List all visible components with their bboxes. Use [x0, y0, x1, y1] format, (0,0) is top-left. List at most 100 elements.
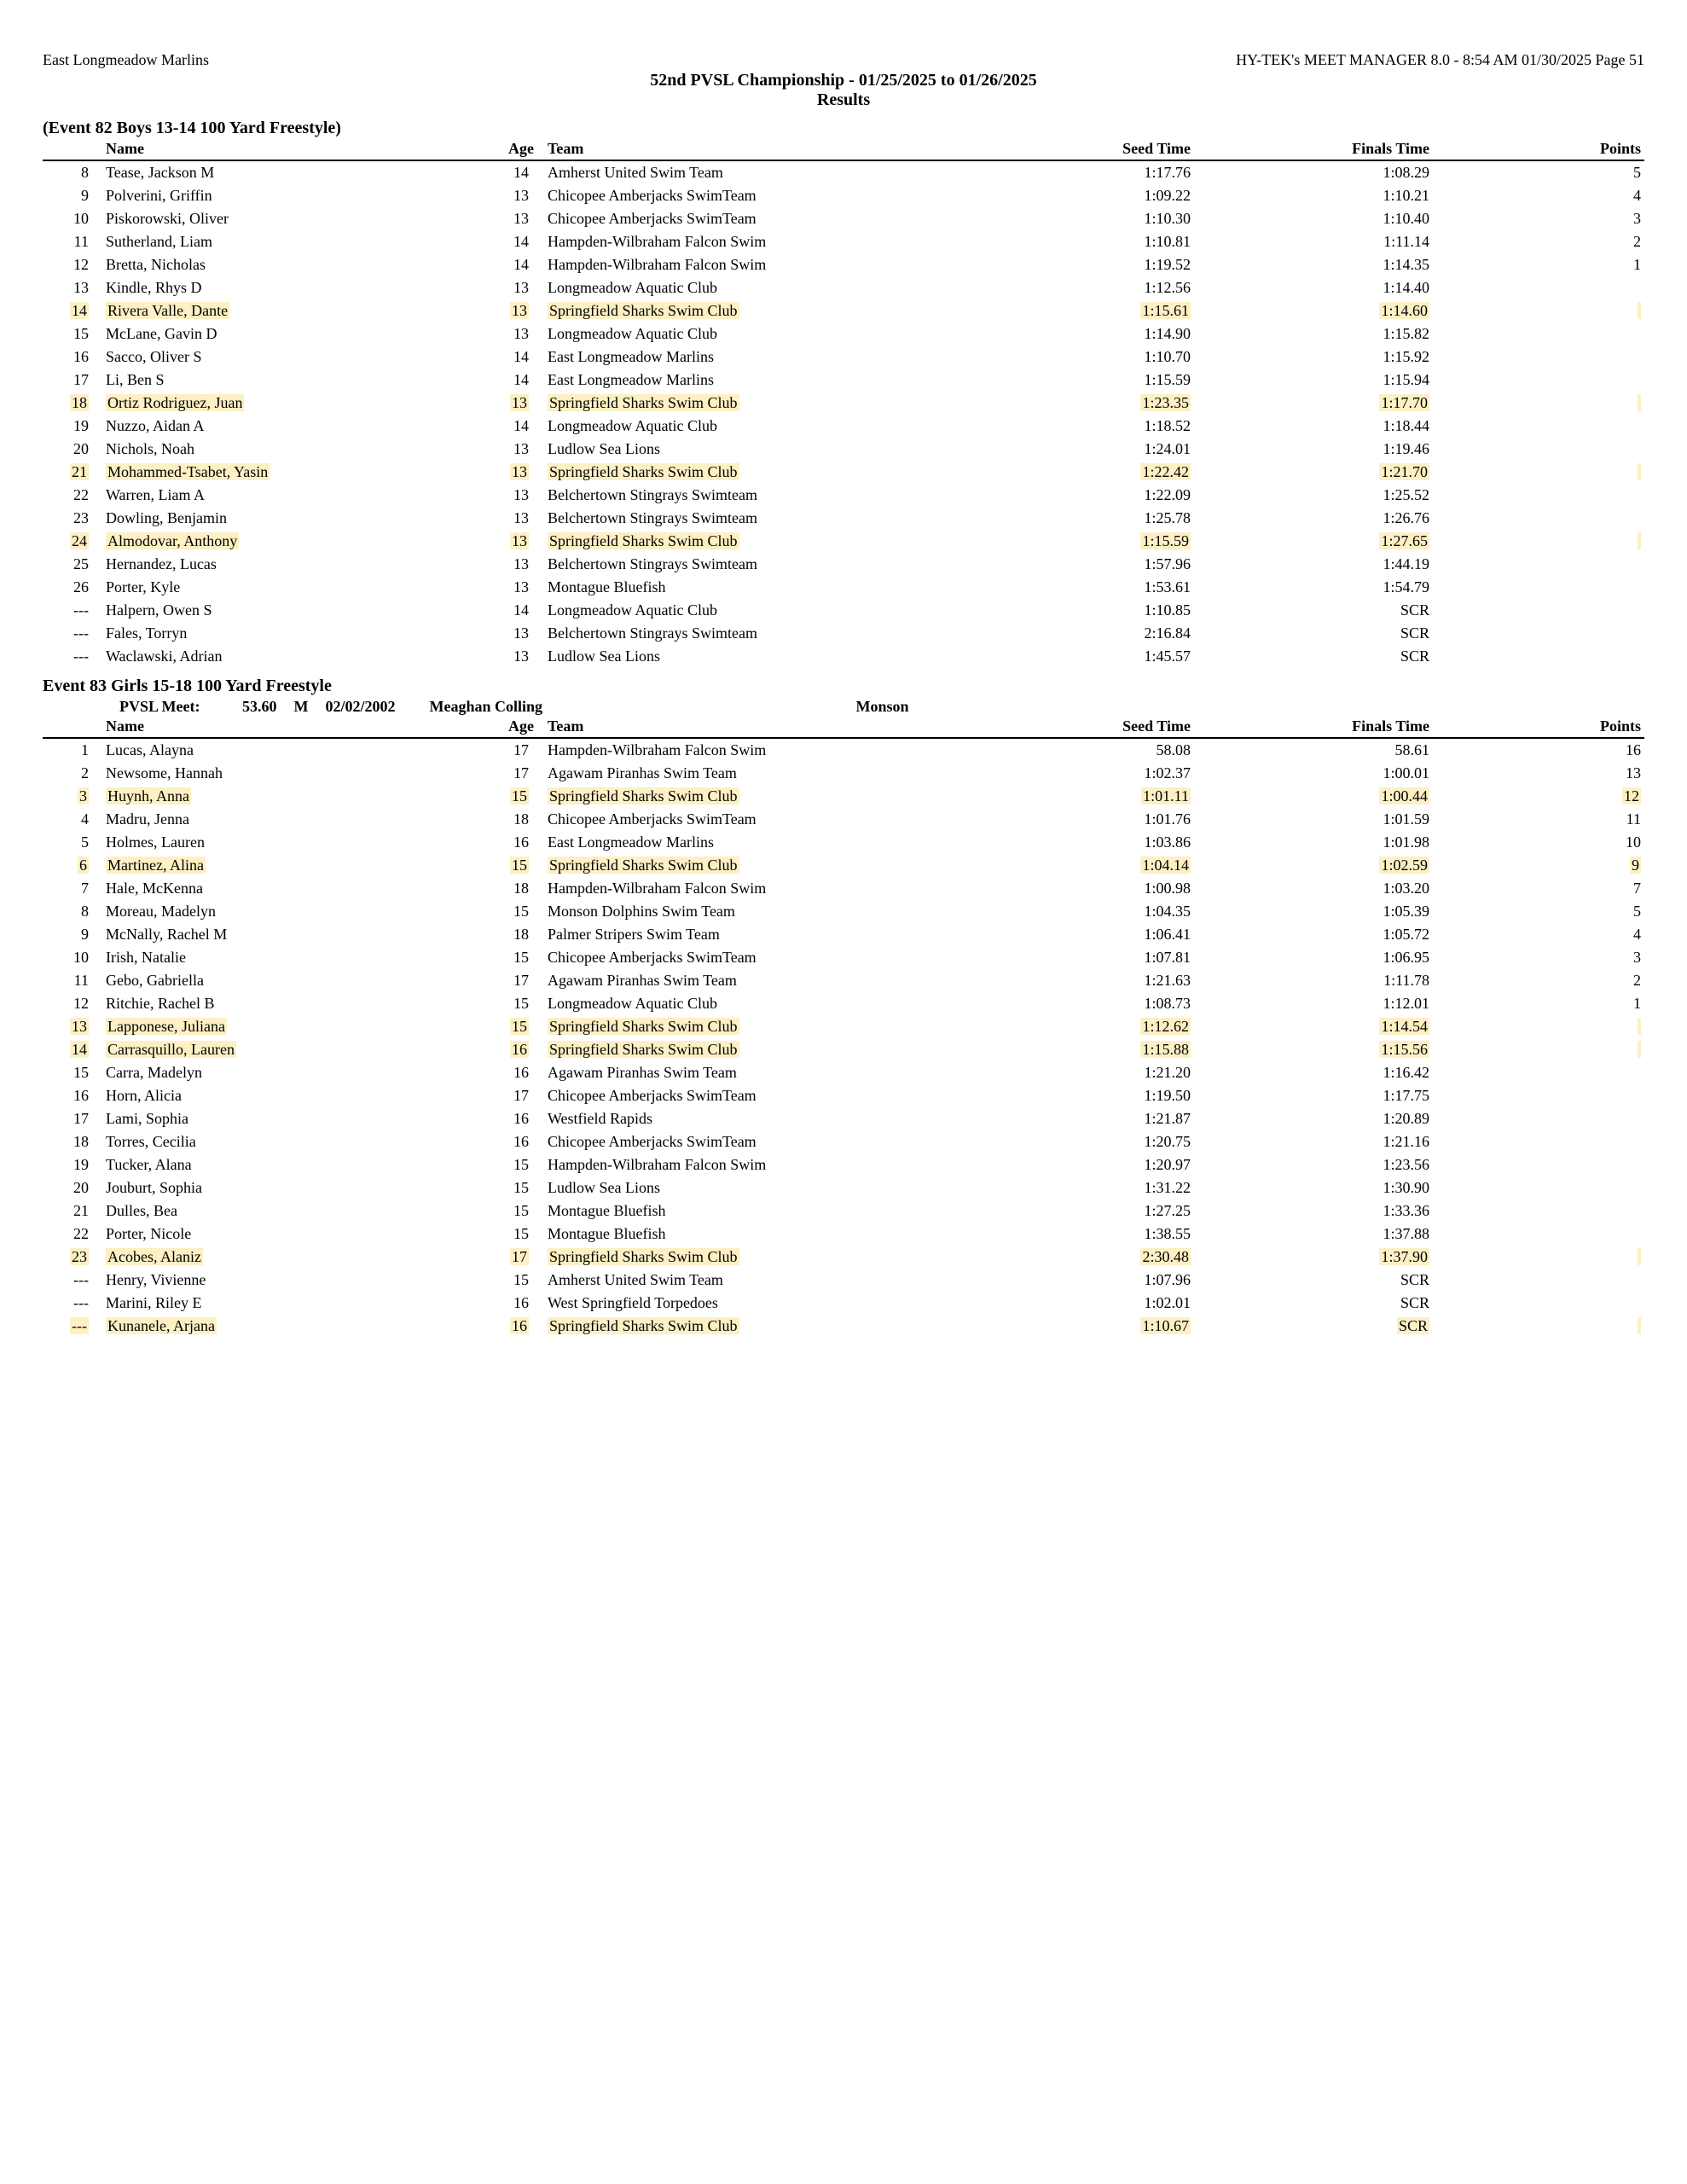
cell-age: 15: [486, 900, 537, 923]
cell-name: Kindle, Rhys D: [102, 276, 486, 299]
cell-name: McLane, Gavin D: [102, 322, 486, 346]
cell-seed: 1:03.86: [981, 831, 1194, 854]
cell-finals: 1:11.14: [1194, 230, 1433, 253]
cell-place: 21: [43, 1199, 102, 1223]
cell-team: Palmer Stripers Swim Team: [537, 923, 981, 946]
table-row: 16Sacco, Oliver S14East Longmeadow Marli…: [43, 346, 1644, 369]
cell-finals: 1:15.92: [1194, 346, 1433, 369]
cell-age: 16: [486, 1038, 537, 1061]
cell-seed: 1:07.96: [981, 1269, 1194, 1292]
cell-points: [1433, 645, 1644, 668]
cell-finals: 1:21.70: [1194, 461, 1433, 484]
cell-points: 12: [1433, 785, 1644, 808]
cell-place: 17: [43, 369, 102, 392]
cell-place: ---: [43, 1269, 102, 1292]
table-row: ---Waclawski, Adrian13Ludlow Sea Lions1:…: [43, 645, 1644, 668]
cell-team: Belchertown Stingrays Swimteam: [537, 484, 981, 507]
cell-seed: 1:20.75: [981, 1130, 1194, 1153]
cell-name: Almodovar, Anthony: [102, 530, 486, 553]
cell-seed: 1:09.22: [981, 184, 1194, 207]
cell-age: 16: [486, 1107, 537, 1130]
cell-finals: 1:44.19: [1194, 553, 1433, 576]
cell-age: 13: [486, 184, 537, 207]
cell-name: Dulles, Bea: [102, 1199, 486, 1223]
cell-name: Bretta, Nicholas: [102, 253, 486, 276]
results-label: Results: [43, 90, 1644, 110]
cell-name: Acobes, Alaniz: [102, 1246, 486, 1269]
cell-name: Dowling, Benjamin: [102, 507, 486, 530]
cell-team: Belchertown Stingrays Swimteam: [537, 507, 981, 530]
cell-team: Belchertown Stingrays Swimteam: [537, 622, 981, 645]
cell-team: Longmeadow Aquatic Club: [537, 322, 981, 346]
cell-points: [1433, 530, 1644, 553]
cell-points: 3: [1433, 207, 1644, 230]
cell-place: 20: [43, 1176, 102, 1199]
cell-finals: 1:54.79: [1194, 576, 1433, 599]
cell-age: 13: [486, 553, 537, 576]
cell-seed: 1:21.20: [981, 1061, 1194, 1084]
cell-team: Chicopee Amberjacks SwimTeam: [537, 184, 981, 207]
meet-title: 52nd PVSL Championship - 01/25/2025 to 0…: [43, 71, 1644, 90]
cell-place: 16: [43, 346, 102, 369]
table-row: 20Jouburt, Sophia15Ludlow Sea Lions1:31.…: [43, 1176, 1644, 1199]
col-age: Age: [486, 716, 537, 738]
cell-team: West Springfield Torpedoes: [537, 1292, 981, 1315]
col-finals: Finals Time: [1194, 138, 1433, 160]
cell-seed: 1:38.55: [981, 1223, 1194, 1246]
col-team: Team: [537, 716, 981, 738]
cell-team: Chicopee Amberjacks SwimTeam: [537, 946, 981, 969]
cell-age: 16: [486, 1061, 537, 1084]
cell-place: 18: [43, 392, 102, 415]
cell-points: [1433, 322, 1644, 346]
cell-age: 13: [486, 461, 537, 484]
table-row: 18Ortiz Rodriguez, Juan13Springfield Sha…: [43, 392, 1644, 415]
cell-points: 3: [1433, 946, 1644, 969]
cell-name: Marini, Riley E: [102, 1292, 486, 1315]
table-row: 19Tucker, Alana15Hampden-Wilbraham Falco…: [43, 1153, 1644, 1176]
cell-finals: 1:30.90: [1194, 1176, 1433, 1199]
cell-age: 15: [486, 854, 537, 877]
cell-team: Chicopee Amberjacks SwimTeam: [537, 207, 981, 230]
cell-age: 16: [486, 1130, 537, 1153]
table-row: 23Acobes, Alaniz17Springfield Sharks Swi…: [43, 1246, 1644, 1269]
cell-finals: 1:27.65: [1194, 530, 1433, 553]
table-row: 10Irish, Natalie15Chicopee Amberjacks Sw…: [43, 946, 1644, 969]
cell-finals: 1:33.36: [1194, 1199, 1433, 1223]
cell-seed: 1:21.63: [981, 969, 1194, 992]
cell-name: Martinez, Alina: [102, 854, 486, 877]
cell-finals: SCR: [1194, 599, 1433, 622]
table-row: 10Piskorowski, Oliver13Chicopee Amberjac…: [43, 207, 1644, 230]
table-row: 2Newsome, Hannah17Agawam Piranhas Swim T…: [43, 762, 1644, 785]
cell-place: 15: [43, 322, 102, 346]
table-row: ---Fales, Torryn13Belchertown Stingrays …: [43, 622, 1644, 645]
cell-finals: 1:17.70: [1194, 392, 1433, 415]
cell-finals: 1:00.01: [1194, 762, 1433, 785]
cell-points: 13: [1433, 762, 1644, 785]
cell-points: [1433, 1223, 1644, 1246]
cell-finals: 1:20.89: [1194, 1107, 1433, 1130]
col-age: Age: [486, 138, 537, 160]
cell-finals: 1:25.52: [1194, 484, 1433, 507]
cell-age: 16: [486, 831, 537, 854]
cell-team: Springfield Sharks Swim Club: [537, 785, 981, 808]
cell-seed: 1:53.61: [981, 576, 1194, 599]
cell-team: Montague Bluefish: [537, 576, 981, 599]
cell-name: Polverini, Griffin: [102, 184, 486, 207]
cell-place: 24: [43, 530, 102, 553]
cell-age: 14: [486, 599, 537, 622]
table-row: 26Porter, Kyle13Montague Bluefish1:53.61…: [43, 576, 1644, 599]
cell-place: 22: [43, 484, 102, 507]
cell-seed: 1:19.50: [981, 1084, 1194, 1107]
cell-place: 19: [43, 1153, 102, 1176]
cell-points: [1433, 438, 1644, 461]
cell-team: Springfield Sharks Swim Club: [537, 854, 981, 877]
table-row: 22Warren, Liam A13Belchertown Stingrays …: [43, 484, 1644, 507]
cell-finals: 1:23.56: [1194, 1153, 1433, 1176]
cell-team: Hampden-Wilbraham Falcon Swim: [537, 253, 981, 276]
cell-name: Tease, Jackson M: [102, 160, 486, 184]
table-row: 15Carra, Madelyn16Agawam Piranhas Swim T…: [43, 1061, 1644, 1084]
cell-seed: 1:23.35: [981, 392, 1194, 415]
cell-name: Gebo, Gabriella: [102, 969, 486, 992]
record-date: 02/02/2002: [325, 698, 395, 716]
cell-seed: 1:18.52: [981, 415, 1194, 438]
